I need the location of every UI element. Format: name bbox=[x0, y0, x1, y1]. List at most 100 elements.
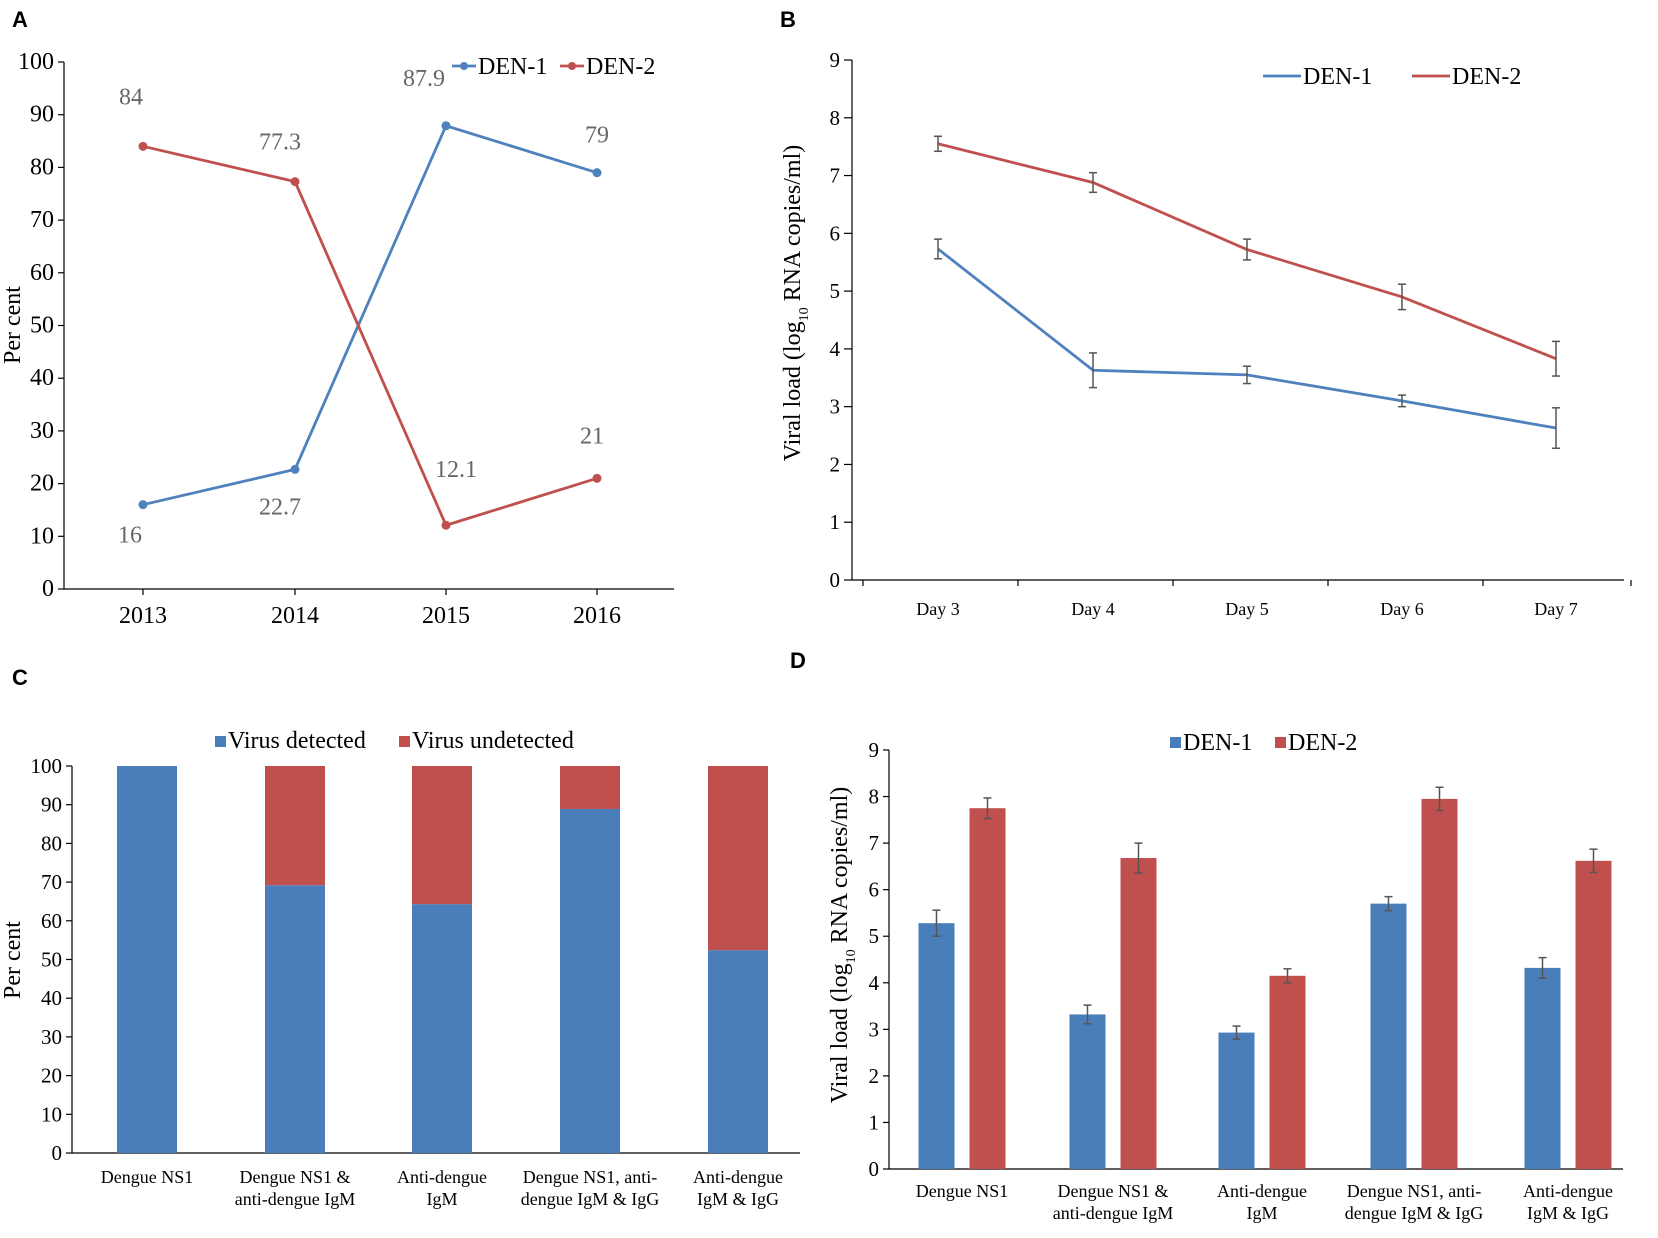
a-data-label: 77.3 bbox=[259, 130, 301, 156]
b-series-line-1 bbox=[937, 247, 1557, 430]
c-ytick-label: 0 bbox=[52, 1141, 63, 1165]
c-bar-segment-detected bbox=[117, 766, 177, 1153]
a-legend-label: DEN-1 bbox=[478, 54, 547, 80]
d-category-label: Dengue NS1 & bbox=[1058, 1181, 1169, 1201]
d-legend-swatch bbox=[1275, 737, 1286, 748]
a-ytick-label: 70 bbox=[30, 207, 54, 233]
a-data-label: 12.1 bbox=[435, 457, 477, 483]
b-xtick-label: Day 5 bbox=[1225, 599, 1269, 619]
c-ytick-label: 90 bbox=[41, 793, 62, 817]
d-bar-den1 bbox=[1218, 1032, 1255, 1169]
b-y-axis-title: Viral load (log10 RNA copies/ml) bbox=[780, 145, 812, 462]
c-bar-segment-detected bbox=[708, 950, 768, 1153]
d-category-label: Anti-dengue bbox=[1217, 1181, 1307, 1201]
c-legend-label: Virus undetected bbox=[412, 728, 574, 754]
a-ytick-label: 60 bbox=[30, 260, 54, 286]
b-legend-label: DEN-2 bbox=[1452, 64, 1521, 90]
d-bar-den2 bbox=[1575, 860, 1612, 1169]
b-xtick-label: Day 3 bbox=[916, 599, 960, 619]
d-legend-label: DEN-2 bbox=[1288, 730, 1357, 756]
b-legend-label: DEN-1 bbox=[1303, 64, 1372, 90]
c-category-label: anti-dengue IgM bbox=[235, 1189, 355, 1209]
c-legend-label: Virus detected bbox=[228, 728, 366, 754]
a-data-label: 87.9 bbox=[403, 66, 445, 92]
a-xtick-label: 2013 bbox=[119, 603, 167, 629]
d-ytick-label: 5 bbox=[869, 924, 880, 948]
d-ytick-label: 2 bbox=[869, 1064, 880, 1088]
a-xtick-label: 2016 bbox=[573, 603, 621, 629]
c-ytick-label: 60 bbox=[41, 909, 62, 933]
a-ytick-label: 20 bbox=[30, 471, 54, 497]
d-ytick-label: 9 bbox=[869, 738, 880, 762]
b-xtick-label: Day 7 bbox=[1534, 599, 1578, 619]
d-category-label: anti-dengue IgM bbox=[1053, 1203, 1173, 1223]
a-legend-label: DEN-2 bbox=[586, 54, 655, 80]
d-bar-den1 bbox=[918, 923, 955, 1169]
a-series-line-2 bbox=[142, 144, 598, 527]
c-bar-segment-undetected bbox=[412, 766, 472, 905]
a-data-point bbox=[290, 177, 300, 187]
d-ytick-label: 3 bbox=[869, 1017, 880, 1041]
d-bar-den2 bbox=[969, 808, 1006, 1169]
c-category-label: IgM & IgG bbox=[697, 1189, 779, 1209]
c-category-label: Dengue NS1 & bbox=[240, 1167, 351, 1187]
a-data-label: 16 bbox=[118, 523, 142, 549]
a-y-axis-title: Per cent bbox=[0, 286, 26, 364]
d-bar-den2 bbox=[1421, 798, 1458, 1169]
d-category-label: Dengue NS1 bbox=[916, 1181, 1009, 1201]
a-ytick-label: 40 bbox=[30, 365, 54, 391]
d-bar-den1 bbox=[1069, 1014, 1106, 1169]
b-ytick-label: 2 bbox=[830, 452, 841, 476]
b-ytick-label: 0 bbox=[830, 568, 841, 592]
c-category-label: Anti-dengue bbox=[693, 1167, 783, 1187]
c-bar-segment-undetected bbox=[708, 766, 768, 951]
a-data-label: 21 bbox=[580, 423, 604, 449]
a-data-point bbox=[592, 473, 602, 483]
c-ytick-label: 80 bbox=[41, 831, 62, 855]
panel-c-stacked-bar-chart: 0 10 20 30 40 50 60 70 80 90 100 Dengue NS1 Dengue N… bbox=[0, 728, 800, 1209]
d-legend-label: DEN-1 bbox=[1183, 730, 1252, 756]
c-ytick-label: 70 bbox=[41, 870, 62, 894]
a-data-point bbox=[592, 168, 602, 178]
c-legend-swatch bbox=[399, 736, 410, 747]
d-ytick-label: 1 bbox=[869, 1110, 880, 1134]
a-data-point bbox=[441, 520, 451, 530]
a-ytick-label: 10 bbox=[30, 523, 54, 549]
d-category-label: IgM bbox=[1247, 1203, 1278, 1223]
c-bar-segment-undetected bbox=[265, 766, 325, 886]
d-ytick-label: 6 bbox=[869, 878, 880, 902]
d-ytick-label: 4 bbox=[869, 971, 880, 995]
c-bar-segment-detected bbox=[265, 885, 325, 1153]
c-category-label: Dengue NS1, anti- bbox=[523, 1167, 657, 1187]
c-ytick-label: 30 bbox=[41, 1025, 62, 1049]
panel-a-line-chart: 0 10 20 30 40 50 60 70 80 90 100 2013 2014 2015 2016 Pe… bbox=[0, 49, 674, 629]
b-xtick-label: Day 6 bbox=[1380, 599, 1424, 619]
b-ytick-label: 4 bbox=[830, 337, 841, 361]
c-category-label: dengue IgM & IgG bbox=[521, 1189, 659, 1209]
a-series-line-1 bbox=[142, 124, 598, 507]
d-ytick-label: 0 bbox=[869, 1157, 880, 1181]
b-ytick-label: 7 bbox=[830, 164, 841, 188]
a-data-label: 79 bbox=[585, 123, 609, 149]
a-data-point bbox=[441, 121, 451, 131]
a-xtick-label: 2014 bbox=[271, 603, 319, 629]
c-ytick-label: 50 bbox=[41, 948, 62, 972]
d-category-label: dengue IgM & IgG bbox=[1345, 1203, 1483, 1223]
b-ytick-label: 8 bbox=[830, 106, 841, 130]
c-ytick-label: 100 bbox=[31, 754, 63, 778]
a-data-point bbox=[138, 500, 148, 510]
a-ytick-label: 100 bbox=[18, 49, 54, 75]
d-y-axis-title: Viral load (log10 RNA copies/ml) bbox=[827, 787, 859, 1104]
d-category-label: IgM & IgG bbox=[1527, 1203, 1609, 1223]
d-bar-den1 bbox=[1524, 967, 1561, 1169]
d-bar-den1 bbox=[1370, 903, 1407, 1169]
d-bar-den2 bbox=[1269, 975, 1306, 1169]
b-ytick-label: 5 bbox=[830, 279, 841, 303]
b-ytick-label: 6 bbox=[830, 221, 841, 245]
panel-letter-d: D bbox=[790, 648, 806, 673]
a-ytick-label: 90 bbox=[30, 102, 54, 128]
a-xtick-label: 2015 bbox=[422, 603, 470, 629]
b-xtick-label: Day 4 bbox=[1071, 599, 1115, 619]
a-data-label: 84 bbox=[119, 84, 143, 110]
b-ytick-label: 1 bbox=[830, 510, 841, 534]
